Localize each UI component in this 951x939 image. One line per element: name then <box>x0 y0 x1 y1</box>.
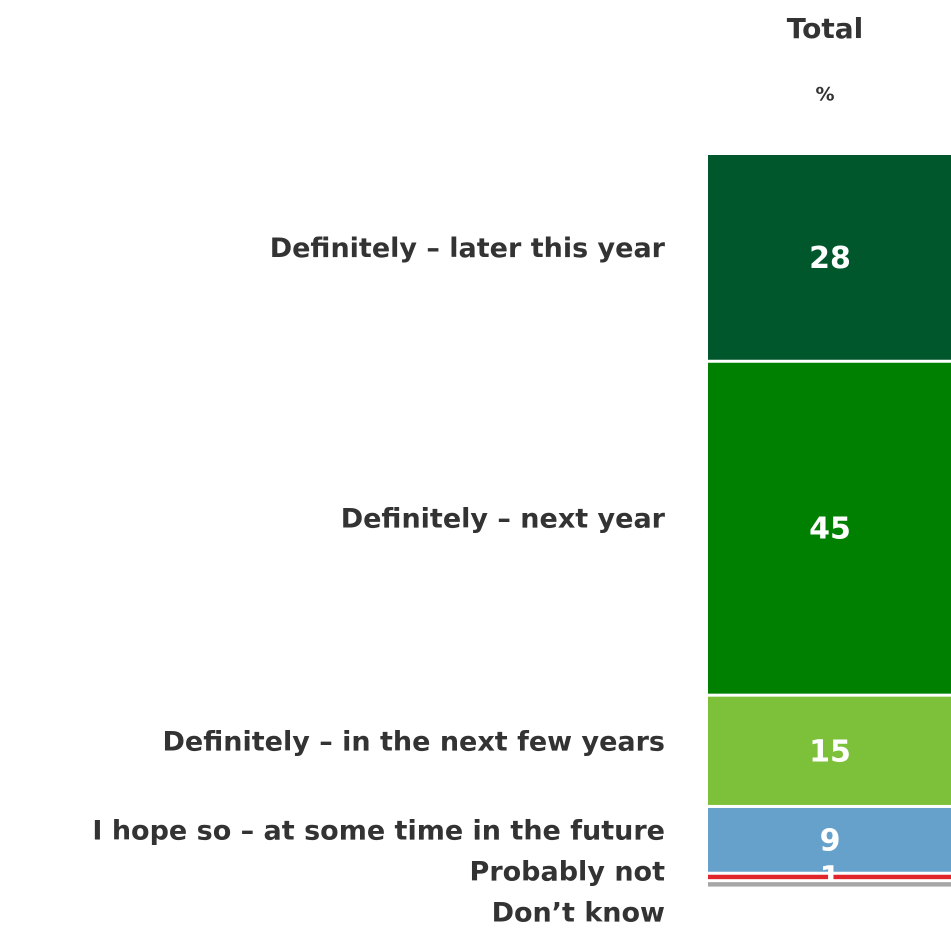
unit-label: % <box>815 84 834 106</box>
data-label: 9 <box>820 823 841 858</box>
category-label: Don’t know <box>492 897 665 928</box>
bar-segment <box>708 696 951 805</box>
data-label: 1 <box>820 860 841 895</box>
bar-segment <box>708 362 951 694</box>
bar-segment <box>708 882 951 887</box>
category-label: Definitely – later this year <box>270 233 666 264</box>
bar-segment <box>708 155 951 360</box>
column-header: Total <box>787 12 864 45</box>
category-label: Probably not <box>470 856 666 887</box>
category-label: I hope so – at some time in the future <box>92 815 665 846</box>
data-label: 45 <box>809 512 851 547</box>
data-label: 15 <box>809 734 851 769</box>
bar-segment <box>708 807 951 872</box>
category-label: Definitely – next year <box>341 504 666 535</box>
data-label: 28 <box>809 241 851 276</box>
category-label: Definitely – in the next few years <box>163 726 665 757</box>
bar-segment <box>708 874 951 880</box>
